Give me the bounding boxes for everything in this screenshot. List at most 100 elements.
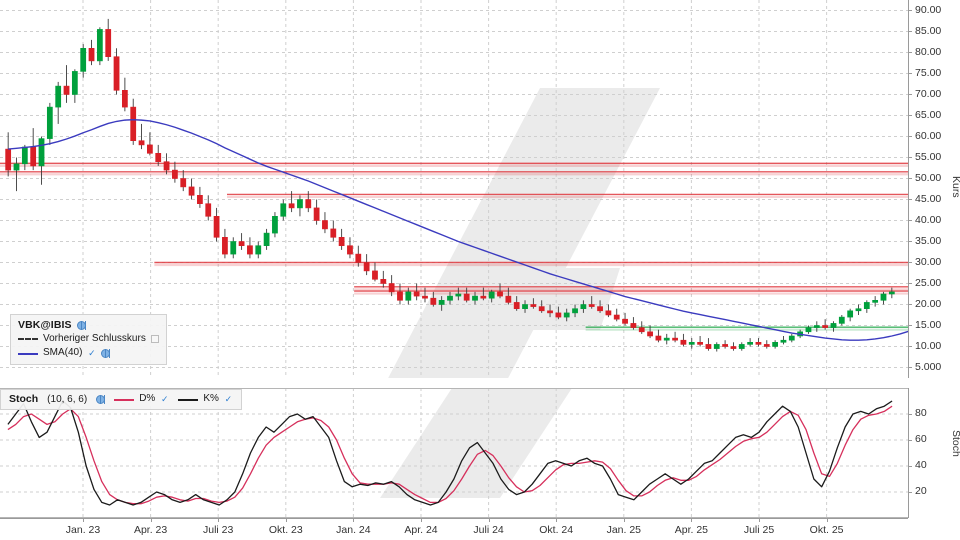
price-axis-title: Kurs (950, 176, 960, 198)
price-legend[interactable]: VBK@IBIS Vorheriger Schlusskurs SMA(40) … (10, 314, 167, 365)
legend-item-prev-close[interactable]: Vorheriger Schlusskurs (18, 332, 159, 346)
stochastic-legend[interactable]: Stoch (10, 6, 6) D% ✓ K% ✓ (0, 389, 242, 410)
checkbox-icon[interactable] (150, 335, 159, 343)
globe-icon-sma[interactable] (101, 348, 111, 358)
candle (413, 291, 420, 297)
checkmark-icon-k[interactable]: ✓ (224, 393, 233, 404)
candle (13, 163, 20, 171)
candle (280, 203, 287, 217)
candle (613, 314, 620, 320)
stochastic-plot (0, 388, 908, 518)
candle (305, 199, 312, 209)
candle (180, 178, 187, 188)
candle (255, 245, 262, 255)
candle (730, 346, 737, 349)
candle (88, 47, 95, 62)
candle (355, 253, 362, 263)
stochastic-chart-panel[interactable] (0, 388, 908, 518)
candle (463, 293, 470, 301)
candle (538, 306, 545, 312)
candle (338, 237, 345, 247)
candle (597, 306, 603, 312)
candle (838, 316, 845, 324)
price-chart-panel[interactable] (0, 0, 908, 378)
candle (163, 161, 170, 171)
candle (447, 295, 453, 301)
legend-item-k-percent[interactable]: K% ✓ (178, 392, 233, 406)
candle (572, 308, 578, 314)
candle (130, 106, 137, 141)
legend-label-sma40: SMA(40) (43, 347, 83, 358)
candle (713, 344, 720, 349)
d-line-icon (114, 395, 135, 404)
candle (813, 325, 820, 328)
candle (438, 299, 445, 305)
candle (372, 270, 378, 280)
candle (580, 304, 587, 309)
candle (388, 283, 395, 293)
candle (705, 344, 712, 349)
candle (555, 312, 562, 318)
candle (322, 220, 328, 230)
candle (747, 341, 753, 345)
checkmark-icon[interactable]: ✓ (88, 347, 96, 358)
candle (738, 344, 745, 349)
price-axis-spine (908, 0, 909, 378)
candle (213, 216, 220, 238)
globe-icon-stoch[interactable] (96, 394, 106, 404)
stochastic-axis-title: Stoch (950, 430, 960, 457)
candle (288, 203, 295, 209)
candle (313, 207, 320, 221)
candle (888, 291, 895, 295)
candle (363, 262, 370, 272)
candle (763, 344, 770, 347)
candle (238, 241, 245, 246)
legend-item-sma40[interactable]: SMA(40) ✓ (18, 346, 159, 360)
candle (21, 146, 28, 165)
candle (380, 278, 387, 284)
candle (847, 310, 854, 318)
price-y-axis[interactable]: Kurs 90.00 85.00 80.00 75.00 70.00 65.00 60.00… (908, 0, 960, 378)
checkmark-icon-d[interactable]: ✓ (161, 393, 169, 404)
candle (430, 297, 437, 305)
candle (697, 341, 703, 345)
candle (830, 323, 837, 328)
candle (272, 216, 278, 234)
candlestick-series[interactable] (5, 18, 895, 352)
sma-line-icon (18, 349, 38, 358)
legend-symbol-row[interactable]: VBK@IBIS (18, 318, 159, 332)
candle (121, 90, 128, 108)
candle (788, 335, 795, 341)
stoch-axis-spine (908, 388, 909, 518)
candle (672, 337, 678, 341)
candle (297, 199, 303, 209)
candle (638, 327, 645, 333)
candle (655, 335, 662, 341)
candle (5, 148, 12, 171)
candle (863, 302, 870, 309)
candle (497, 291, 503, 297)
candle (522, 304, 528, 309)
globe-icon[interactable] (76, 320, 86, 330)
x-axis[interactable]: Jan. 23 Apr. 23 Juli 23 Okt. 23 Jan. 24 Apr. … (0, 518, 908, 540)
candle (30, 146, 37, 167)
candle (172, 169, 178, 179)
stoch-name-label: Stoch (9, 393, 39, 405)
candle (605, 310, 612, 316)
candle (63, 85, 70, 95)
legend-label-prev-close: Vorheriger Schlusskurs (43, 333, 146, 344)
candle (46, 106, 53, 139)
candle (397, 291, 403, 301)
candle (147, 144, 153, 154)
candle (347, 245, 353, 255)
k-line-icon (178, 395, 199, 404)
candle (247, 245, 253, 255)
candle (822, 325, 829, 328)
stochastic-gridlines (0, 388, 908, 518)
candle (71, 71, 78, 95)
candle (230, 241, 237, 255)
legend-item-d-percent[interactable]: D% ✓ (114, 392, 169, 406)
stochastic-y-axis[interactable]: Stoch 80 60 40 20 (908, 388, 960, 518)
support-resistance-lines[interactable] (0, 162, 908, 331)
candle (855, 308, 862, 312)
